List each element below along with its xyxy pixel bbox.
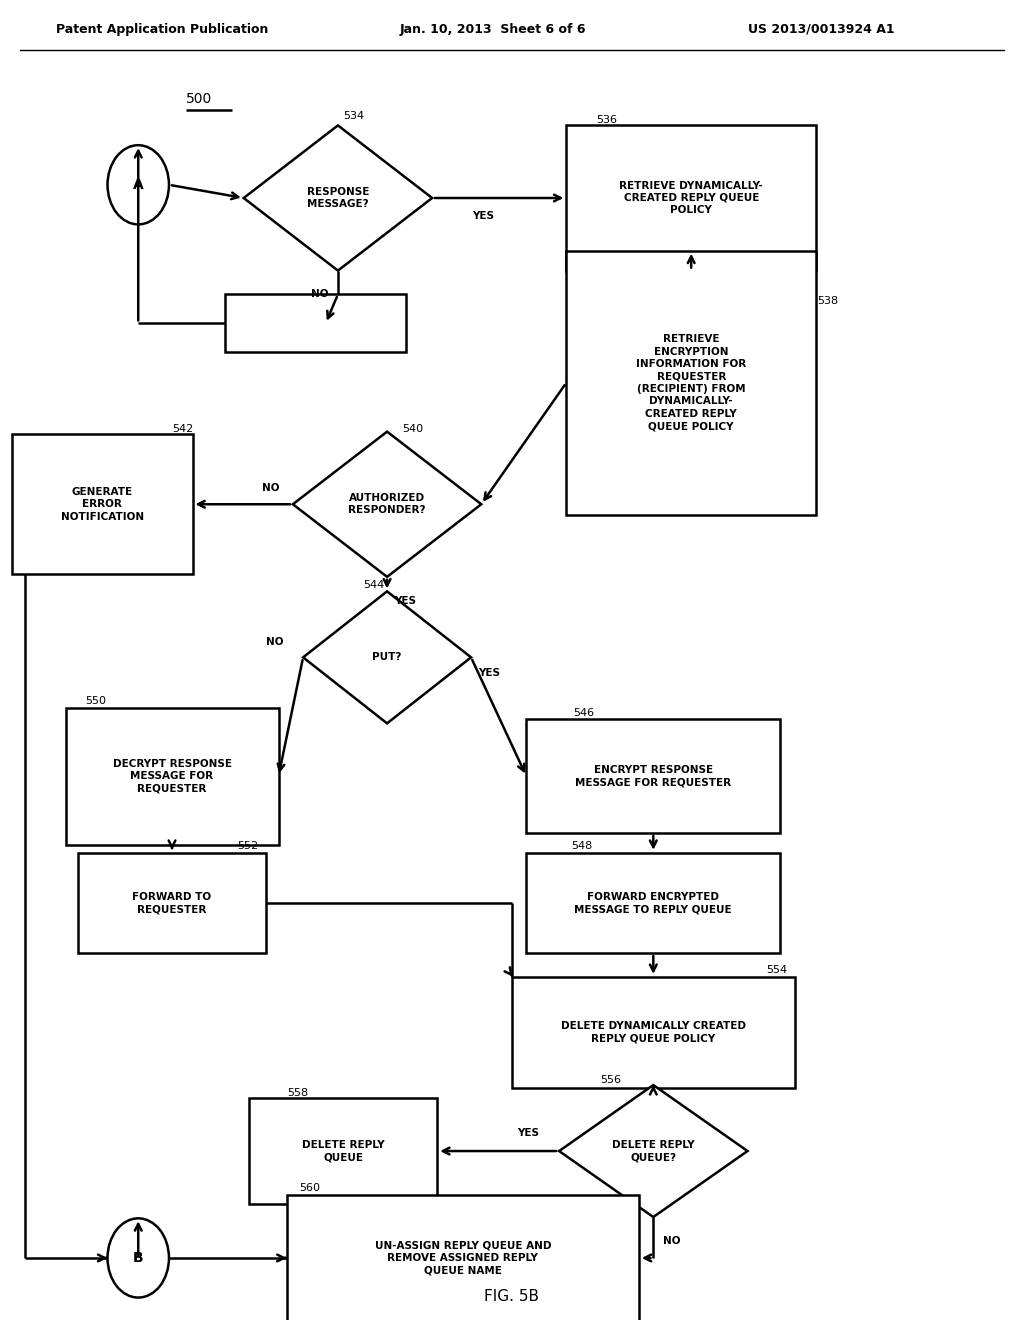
Text: DELETE REPLY
QUEUE: DELETE REPLY QUEUE bbox=[302, 1140, 384, 1162]
Polygon shape bbox=[303, 591, 471, 723]
Text: 554: 554 bbox=[766, 965, 787, 975]
Text: NO: NO bbox=[663, 1236, 681, 1246]
Text: 560: 560 bbox=[299, 1183, 321, 1193]
Text: Jan. 10, 2013  Sheet 6 of 6: Jan. 10, 2013 Sheet 6 of 6 bbox=[399, 22, 586, 36]
Text: 536: 536 bbox=[596, 115, 617, 125]
FancyBboxPatch shape bbox=[249, 1098, 437, 1204]
Text: AUTHORIZED
RESPONDER?: AUTHORIZED RESPONDER? bbox=[348, 494, 426, 515]
FancyBboxPatch shape bbox=[566, 125, 816, 271]
Text: B: B bbox=[133, 1251, 143, 1265]
FancyBboxPatch shape bbox=[526, 719, 780, 833]
Polygon shape bbox=[244, 125, 432, 271]
FancyBboxPatch shape bbox=[225, 294, 406, 352]
Circle shape bbox=[108, 145, 169, 224]
Text: FORWARD TO
REQUESTER: FORWARD TO REQUESTER bbox=[132, 892, 212, 913]
FancyBboxPatch shape bbox=[287, 1195, 639, 1320]
Circle shape bbox=[108, 1218, 169, 1298]
Text: DELETE DYNAMICALLY CREATED
REPLY QUEUE POLICY: DELETE DYNAMICALLY CREATED REPLY QUEUE P… bbox=[561, 1022, 745, 1043]
Text: FORWARD ENCRYPTED
MESSAGE TO REPLY QUEUE: FORWARD ENCRYPTED MESSAGE TO REPLY QUEUE bbox=[574, 892, 732, 913]
Polygon shape bbox=[559, 1085, 748, 1217]
Polygon shape bbox=[293, 432, 481, 577]
FancyBboxPatch shape bbox=[526, 853, 780, 953]
Text: 556: 556 bbox=[600, 1074, 622, 1085]
Text: RETRIEVE
ENCRYPTION
INFORMATION FOR
REQUESTER
(RECIPIENT) FROM
DYNAMICALLY-
CREA: RETRIEVE ENCRYPTION INFORMATION FOR REQU… bbox=[636, 334, 746, 432]
Text: DECRYPT RESPONSE
MESSAGE FOR
REQUESTER: DECRYPT RESPONSE MESSAGE FOR REQUESTER bbox=[113, 759, 231, 793]
Text: YES: YES bbox=[394, 595, 417, 606]
Text: A: A bbox=[133, 178, 143, 191]
Text: YES: YES bbox=[472, 211, 495, 222]
Text: Patent Application Publication: Patent Application Publication bbox=[56, 22, 268, 36]
Text: RESPONSE
MESSAGE?: RESPONSE MESSAGE? bbox=[307, 187, 369, 209]
FancyBboxPatch shape bbox=[12, 434, 193, 574]
Text: 538: 538 bbox=[817, 296, 839, 306]
Text: 546: 546 bbox=[573, 708, 595, 718]
FancyBboxPatch shape bbox=[512, 977, 795, 1088]
Text: NO: NO bbox=[265, 636, 284, 647]
Text: 544: 544 bbox=[364, 579, 385, 590]
Text: UN-ASSIGN REPLY QUEUE AND
REMOVE ASSIGNED REPLY
QUEUE NAME: UN-ASSIGN REPLY QUEUE AND REMOVE ASSIGNE… bbox=[375, 1241, 551, 1275]
Text: 548: 548 bbox=[571, 841, 593, 851]
Text: DELETE REPLY
QUEUE?: DELETE REPLY QUEUE? bbox=[612, 1140, 694, 1162]
FancyBboxPatch shape bbox=[78, 853, 266, 953]
Text: RETRIEVE DYNAMICALLY-
CREATED REPLY QUEUE
POLICY: RETRIEVE DYNAMICALLY- CREATED REPLY QUEU… bbox=[620, 181, 763, 215]
Text: 500: 500 bbox=[186, 91, 213, 106]
Text: US 2013/0013924 A1: US 2013/0013924 A1 bbox=[748, 22, 894, 36]
Text: NO: NO bbox=[261, 483, 280, 494]
Text: 542: 542 bbox=[172, 424, 194, 434]
Text: 552: 552 bbox=[238, 841, 259, 851]
Text: NO: NO bbox=[310, 289, 329, 300]
Text: PUT?: PUT? bbox=[373, 652, 401, 663]
Text: 534: 534 bbox=[343, 111, 365, 121]
FancyBboxPatch shape bbox=[66, 708, 279, 845]
Text: 540: 540 bbox=[402, 424, 424, 434]
Text: ENCRYPT RESPONSE
MESSAGE FOR REQUESTER: ENCRYPT RESPONSE MESSAGE FOR REQUESTER bbox=[575, 766, 731, 787]
Text: 558: 558 bbox=[287, 1088, 308, 1098]
Text: GENERATE
ERROR
NOTIFICATION: GENERATE ERROR NOTIFICATION bbox=[60, 487, 144, 521]
Text: 550: 550 bbox=[85, 696, 106, 706]
Text: YES: YES bbox=[478, 668, 501, 678]
Text: YES: YES bbox=[517, 1127, 540, 1138]
Text: FIG. 5B: FIG. 5B bbox=[484, 1290, 540, 1304]
FancyBboxPatch shape bbox=[566, 251, 816, 515]
